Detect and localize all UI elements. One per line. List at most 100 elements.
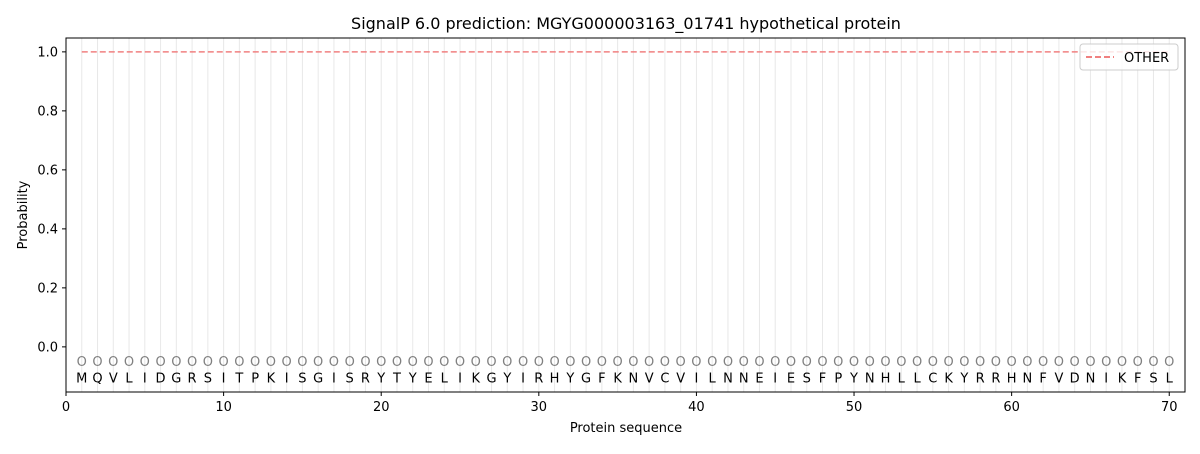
- label-marker: O: [250, 355, 260, 370]
- label-marker: O: [1117, 355, 1127, 370]
- residue-label: S: [346, 372, 354, 387]
- label-marker: O: [534, 355, 544, 370]
- residue-label: I: [695, 372, 699, 387]
- residue-label: V: [1054, 372, 1063, 387]
- label-marker: O: [613, 355, 623, 370]
- label-marker: O: [423, 355, 433, 370]
- residue-label: R: [361, 372, 370, 387]
- label-marker: O: [313, 355, 323, 370]
- residue-label: L: [913, 372, 921, 387]
- residue-label: Y: [376, 372, 385, 387]
- residue-label: V: [109, 372, 118, 387]
- residue-label: V: [676, 372, 685, 387]
- label-marker: O: [360, 355, 370, 370]
- label-marker: O: [329, 355, 339, 370]
- residue-label: D: [156, 372, 166, 387]
- label-marker: O: [628, 355, 638, 370]
- label-marker: O: [77, 355, 87, 370]
- residue-label: M: [76, 372, 87, 387]
- residue-label: D: [1070, 372, 1080, 387]
- residue-label: P: [251, 372, 259, 387]
- label-marker: O: [754, 355, 764, 370]
- label-marker: O: [565, 355, 575, 370]
- label-marker: O: [802, 355, 812, 370]
- label-marker: O: [1007, 355, 1017, 370]
- residue-label: H: [881, 372, 891, 387]
- x-tick-label: 20: [373, 400, 390, 415]
- residue-label: F: [1134, 372, 1141, 387]
- residue-label: I: [1104, 372, 1108, 387]
- label-marker: O: [486, 355, 496, 370]
- label-marker: O: [408, 355, 418, 370]
- label-marker: O: [1085, 355, 1095, 370]
- label-marker: O: [817, 355, 827, 370]
- residue-label: I: [458, 372, 462, 387]
- label-marker: O: [455, 355, 465, 370]
- label-marker: O: [928, 355, 938, 370]
- residue-label: C: [928, 372, 937, 387]
- legend-box: [1079, 43, 1179, 71]
- label-marker: O: [203, 355, 213, 370]
- label-marker: O: [676, 355, 686, 370]
- label-marker: O: [644, 355, 654, 370]
- residue-label: S: [298, 372, 306, 387]
- y-tick-label: 0.8: [37, 104, 58, 119]
- label-marker: O: [896, 355, 906, 370]
- plot-frame: [65, 37, 1186, 393]
- label-marker: O: [376, 355, 386, 370]
- residue-label: N: [865, 372, 875, 387]
- residue-label: R: [534, 372, 543, 387]
- label-marker: O: [786, 355, 796, 370]
- label-marker: O: [770, 355, 780, 370]
- x-tick-label: 10: [215, 400, 232, 415]
- residue-label: I: [332, 372, 336, 387]
- label-marker: O: [991, 355, 1001, 370]
- label-marker: O: [392, 355, 402, 370]
- label-marker: O: [581, 355, 591, 370]
- label-marker: O: [865, 355, 875, 370]
- residue-label: N: [1023, 372, 1033, 387]
- residue-label: K: [267, 372, 276, 387]
- residue-label: I: [143, 372, 147, 387]
- label-marker: O: [266, 355, 276, 370]
- residue-label: H: [550, 372, 560, 387]
- residue-label: L: [441, 372, 449, 387]
- label-marker: O: [723, 355, 733, 370]
- label-marker: O: [959, 355, 969, 370]
- residue-label: N: [739, 372, 749, 387]
- residue-label: G: [581, 372, 591, 387]
- y-axis: 0.0 0.2 0.4 0.6 0.8 1.0: [37, 45, 66, 355]
- y-axis-label: Probability: [16, 180, 31, 249]
- residue-label: R: [976, 372, 985, 387]
- label-marker: O: [518, 355, 528, 370]
- x-tick-label: 50: [846, 400, 863, 415]
- residue-label: R: [188, 372, 197, 387]
- label-marker: O: [471, 355, 481, 370]
- residue-label: G: [171, 372, 181, 387]
- label-marker: O: [92, 355, 102, 370]
- y-tick-label: 0.0: [37, 340, 58, 355]
- label-marker: O: [597, 355, 607, 370]
- residue-label: P: [834, 372, 842, 387]
- x-axis: 0 10 20 30 40 50 60 70: [62, 392, 1178, 415]
- residue-label: E: [424, 372, 432, 387]
- label-marker: O: [1038, 355, 1048, 370]
- residue-label: H: [1007, 372, 1017, 387]
- residue-label: F: [1039, 372, 1046, 387]
- residue-label: L: [898, 372, 906, 387]
- residue-label: R: [991, 372, 1000, 387]
- y-tick-label: 0.6: [37, 163, 58, 178]
- label-marker: O: [1133, 355, 1143, 370]
- residue-label: L: [709, 372, 717, 387]
- label-marker: O: [297, 355, 307, 370]
- label-marker: O: [1101, 355, 1111, 370]
- chart-marks: OMOQOVOLOIODOGOROSOIOTOPOKOIOSOGOIOSOROY…: [76, 51, 1174, 387]
- residue-label: E: [787, 372, 795, 387]
- residue-label: S: [204, 372, 212, 387]
- label-marker: O: [218, 355, 228, 370]
- label-marker: O: [124, 355, 134, 370]
- residue-label: L: [125, 372, 133, 387]
- residue-label: K: [944, 372, 953, 387]
- label-marker: O: [549, 355, 559, 370]
